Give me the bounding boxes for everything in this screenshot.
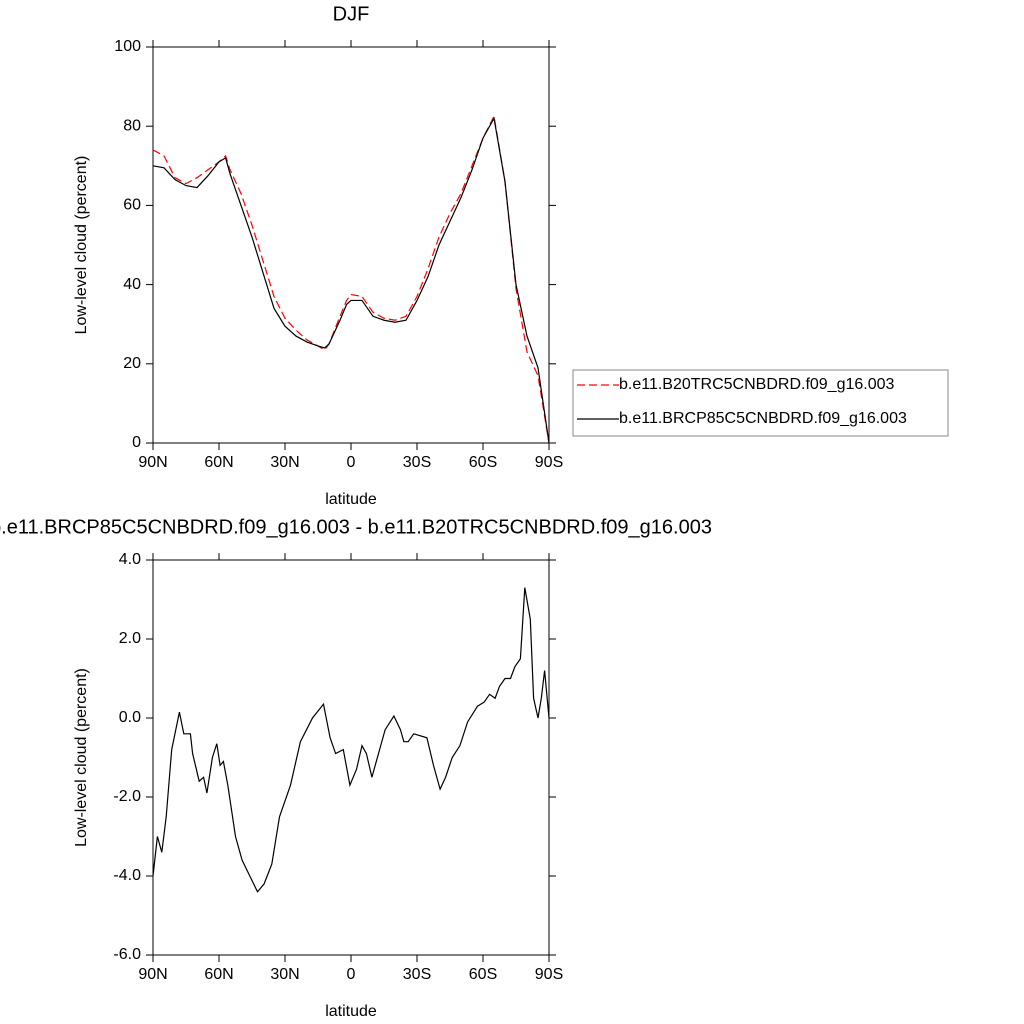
y-tick-label: 4.0 xyxy=(119,551,141,568)
x-tick-label: 90N xyxy=(138,454,167,471)
y-tick-label: 100 xyxy=(114,38,141,55)
chart-title: DJF xyxy=(333,3,370,25)
legend-box xyxy=(572,369,949,437)
x-tick-label: 60N xyxy=(204,966,233,983)
x-tick-label: 60S xyxy=(469,454,497,471)
data-line xyxy=(152,116,550,444)
y-axis-label: Low-level cloud (percent) xyxy=(73,668,90,847)
y-tick-label: -2.0 xyxy=(113,788,141,805)
x-tick-label: 0 xyxy=(347,966,356,983)
plot-frame xyxy=(152,46,550,444)
y-tick-label: 80 xyxy=(123,117,141,134)
x-tick-label: 30S xyxy=(403,454,431,471)
x-tick-label: 30S xyxy=(403,966,431,983)
legend-label: b.e11.BRCP85C5CNBDRD.f09_g16.003 xyxy=(619,410,907,427)
x-tick-label: 90S xyxy=(535,454,563,471)
y-axis-label: Low-level cloud (percent) xyxy=(73,156,90,335)
y-tick-label: 2.0 xyxy=(119,630,141,647)
legend-label: b.e11.B20TRC5CNBDRD.f09_g16.003 xyxy=(619,376,895,393)
x-axis-label: latitude xyxy=(325,491,377,508)
y-tick-label: 0 xyxy=(132,434,141,451)
x-tick-label: 30N xyxy=(270,454,299,471)
y-tick-label: -6.0 xyxy=(113,946,141,963)
x-tick-label: 90S xyxy=(535,966,563,983)
x-tick-label: 30N xyxy=(270,966,299,983)
x-tick-label: 0 xyxy=(347,454,356,471)
y-tick-label: 60 xyxy=(123,197,141,214)
y-tick-label: 20 xyxy=(123,355,141,372)
chart-title: b.e11.BRCP85C5CNBDRD.f09_g16.003 - b.e11… xyxy=(0,516,712,538)
x-tick-label: 60S xyxy=(469,966,497,983)
y-tick-label: 40 xyxy=(123,276,141,293)
x-axis-label: latitude xyxy=(325,1003,377,1020)
data-line xyxy=(152,114,550,444)
x-tick-label: 90N xyxy=(138,966,167,983)
x-tick-label: 60N xyxy=(204,454,233,471)
y-tick-label: -4.0 xyxy=(113,867,141,884)
y-tick-label: 0.0 xyxy=(119,709,141,726)
data-line xyxy=(152,587,550,893)
